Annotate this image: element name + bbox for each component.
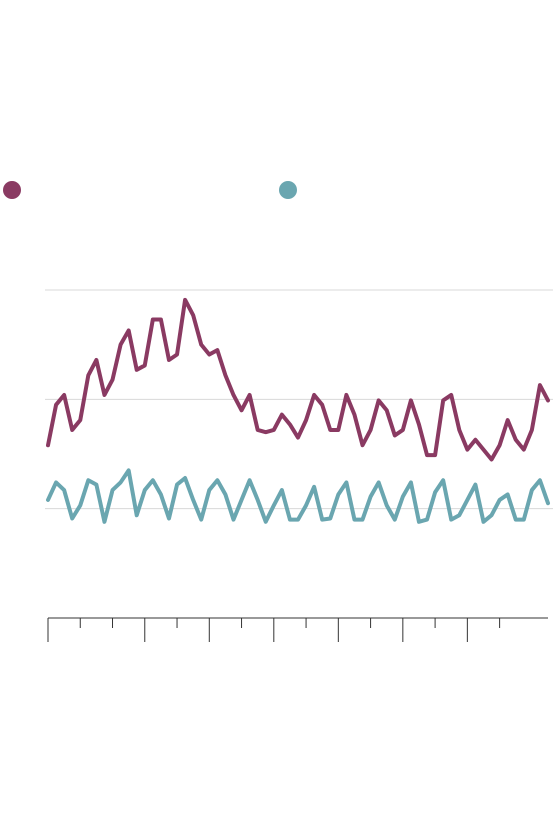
series-line — [46, 468, 550, 524]
series-line — [46, 297, 550, 462]
legend-marker — [3, 181, 21, 199]
legend-marker — [279, 181, 297, 199]
